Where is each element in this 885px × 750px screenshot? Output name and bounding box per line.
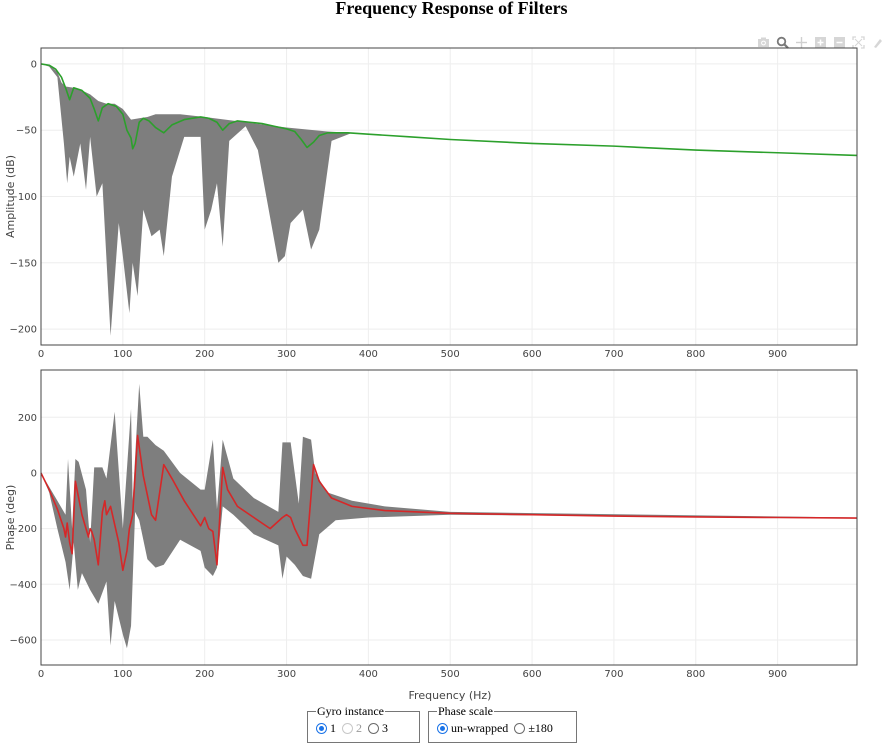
autoscale-icon[interactable]	[852, 36, 865, 49]
x-tick-label: 500	[441, 349, 460, 360]
gyro-instance-legend: Gyro instance	[317, 704, 384, 718]
gyro-option-1[interactable]: 1	[316, 721, 336, 736]
x-tick-label: 600	[523, 669, 542, 680]
y-tick-label: −50	[16, 126, 37, 137]
gyro-option-1-label: 1	[330, 721, 336, 735]
phase-plot[interactable]: 0 100 200 300 400 500 600 700 800 900 200 0 −200 −400…	[4, 369, 858, 680]
x-tick-label: 900	[768, 669, 787, 680]
gyro-radio-1[interactable]	[316, 723, 327, 734]
pan-icon[interactable]	[795, 36, 808, 49]
x-tick-label: 500	[441, 669, 460, 680]
gyro-option-3[interactable]: 3	[368, 721, 388, 736]
mean-line	[40, 63, 858, 157]
phase-option-unwrapped[interactable]: un-wrapped	[437, 721, 508, 736]
plot-frame	[40, 47, 858, 346]
x-tick-label: 100	[113, 669, 132, 680]
y-tick-label: 0	[31, 468, 37, 479]
x-tick-label: 700	[604, 349, 623, 360]
gyro-option-2: 2	[342, 721, 362, 736]
x-tick-label: 200	[195, 669, 214, 680]
y-axis-title: Amplitude (dB)	[4, 155, 17, 238]
x-tick-label: 0	[38, 349, 44, 360]
phase-option-unwrapped-label: un-wrapped	[451, 721, 509, 735]
x-tick-label: 200	[195, 349, 214, 360]
zoom-in-icon[interactable]	[814, 36, 827, 49]
camera-icon[interactable]	[757, 36, 770, 49]
x-tick-label: 0	[38, 669, 44, 680]
x-tick-label: 700	[604, 669, 623, 680]
y-tick-label: −600	[10, 635, 37, 646]
y-tick-label: −100	[10, 192, 37, 203]
reset-axes-icon[interactable]	[871, 36, 884, 49]
y-tick-label: −400	[10, 580, 37, 591]
envelope-area	[41, 383, 857, 649]
x-tick-label: 400	[359, 669, 378, 680]
phase-radio-unwrapped[interactable]	[437, 723, 448, 734]
phase-option-180-label: ±180	[528, 721, 553, 735]
y-axis-title: Phase (deg)	[4, 485, 17, 551]
plot-modebar	[757, 36, 884, 49]
gyro-option-3-label: 3	[382, 721, 388, 735]
x-tick-label: 100	[113, 349, 132, 360]
y-tick-label: 0	[31, 59, 37, 70]
x-tick-label: 800	[686, 349, 705, 360]
phase-scale-group: Phase scale un-wrapped ±180	[428, 704, 577, 743]
amplitude-plot[interactable]: 0 100 200 300 400 500 600 700 800 900 0 −50 −100 −150…	[4, 47, 858, 360]
gyro-radio-2	[342, 723, 353, 734]
x-tick-label: 300	[277, 349, 296, 360]
plot-frame	[40, 369, 858, 666]
phase-option-180[interactable]: ±180	[514, 721, 553, 736]
x-tick-label: 900	[768, 349, 787, 360]
x-tick-label: 600	[523, 349, 542, 360]
x-axis-title: Frequency (Hz)	[408, 689, 492, 702]
envelope-area	[41, 63, 857, 336]
y-tick-label: −200	[10, 524, 37, 535]
frequency-response-charts[interactable]: 0 100 200 300 400 500 600 700 800 900 0 −50 −100 −150…	[0, 0, 885, 700]
y-tick-label: −200	[10, 325, 37, 336]
x-tick-label: 400	[359, 349, 378, 360]
x-tick-label: 300	[277, 669, 296, 680]
y-tick-label: −150	[10, 258, 37, 269]
gyro-instance-group: Gyro instance 1 2 3	[307, 704, 420, 743]
y-tick-label: 200	[18, 413, 37, 424]
x-tick-label: 800	[686, 669, 705, 680]
zoom-icon[interactable]	[776, 36, 789, 49]
gyro-option-2-label: 2	[356, 721, 362, 735]
phase-radio-180[interactable]	[514, 723, 526, 734]
zoom-out-icon[interactable]	[833, 36, 846, 49]
page-title: Frequency Response of Filters	[335, 0, 568, 18]
gyro-radio-3[interactable]	[368, 723, 379, 734]
phase-scale-legend: Phase scale	[438, 704, 493, 718]
mean-line	[40, 434, 858, 572]
